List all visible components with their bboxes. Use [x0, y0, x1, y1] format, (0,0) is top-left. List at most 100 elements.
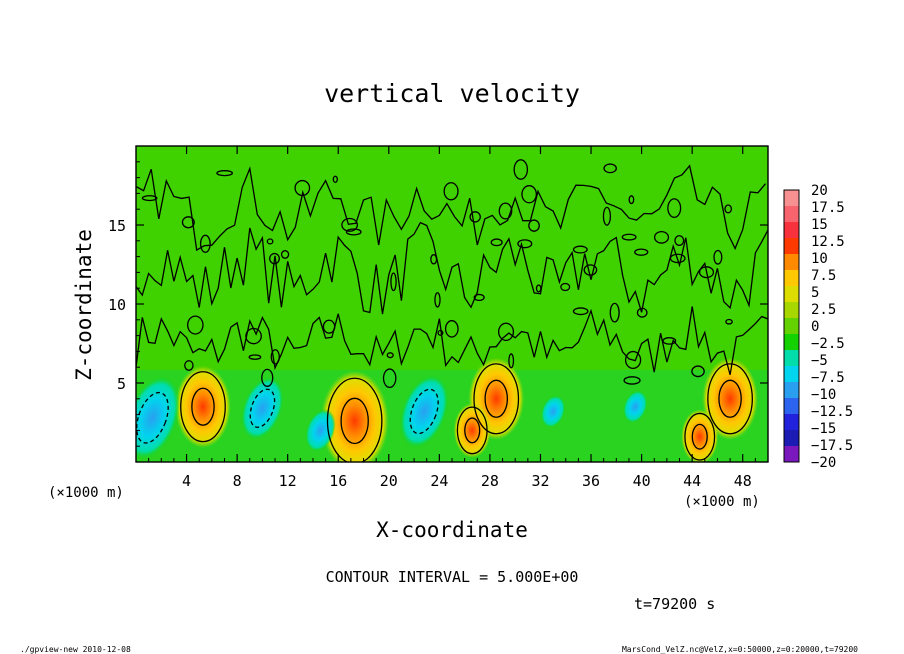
x-tick-label: 20 — [380, 472, 398, 490]
updraft-contour-inner — [464, 417, 481, 444]
contour-island — [572, 245, 588, 254]
colorbar-swatch — [784, 222, 799, 238]
contour-island — [521, 185, 537, 204]
downdraft-contour — [409, 388, 439, 435]
downdraft-cell — [399, 374, 449, 449]
colorbar-label: −2.5 — [811, 336, 845, 352]
downdraft-contour — [136, 391, 169, 444]
colorbar-label: −7.5 — [811, 370, 845, 386]
colorbar-swatch — [784, 190, 799, 206]
x-tick-label: 28 — [481, 472, 499, 490]
contour-island — [270, 349, 280, 365]
contour-island — [248, 354, 262, 360]
contour-island — [602, 206, 612, 226]
contour-island — [390, 272, 397, 292]
contour-zero-low — [136, 306, 768, 375]
updraft-contour — [684, 412, 716, 461]
x-tick-label: 32 — [531, 472, 549, 490]
contour-island — [261, 368, 274, 387]
contour-island — [341, 217, 359, 232]
contour-island — [653, 230, 670, 244]
contour-island — [294, 179, 311, 197]
contour-island — [469, 211, 481, 223]
x-axis: 4 8 12 16 20 24 28 32 36 40 44 48 — [148, 146, 756, 490]
colorbar-swatch — [784, 318, 799, 334]
colorbar-label: 5 — [811, 285, 819, 301]
colorbar-swatch — [784, 350, 799, 366]
updraft-cell — [175, 365, 231, 448]
colorbar-label: 20 — [811, 183, 828, 199]
x-tick-label: 16 — [329, 472, 347, 490]
updraft-contour-inner — [191, 387, 215, 426]
colorbar-swatch — [784, 254, 799, 270]
contour-island — [603, 163, 617, 174]
colorbar-label: 12.5 — [811, 234, 845, 250]
contour-zero-mid — [136, 221, 768, 315]
contour-island — [669, 253, 686, 264]
contour-island — [691, 365, 705, 378]
updraft-cell — [702, 357, 758, 440]
contour-island — [497, 322, 515, 342]
x-tick-label: 48 — [734, 472, 752, 490]
x-tick-label: 24 — [430, 472, 448, 490]
updraft-cell — [681, 409, 719, 462]
contour-island — [560, 282, 571, 292]
contour-island — [345, 228, 362, 236]
colorbar-label: 2.5 — [811, 302, 836, 318]
colorbar-label: 10 — [811, 251, 828, 267]
updraft-contour — [456, 406, 488, 455]
contour-island — [662, 337, 677, 345]
contour-island — [724, 204, 733, 214]
colorbar-label: −10 — [811, 387, 836, 403]
contour-island — [184, 360, 194, 371]
contour-island — [698, 266, 715, 279]
contour-island — [498, 202, 513, 220]
contour-island — [187, 315, 204, 335]
contour-island — [382, 368, 397, 389]
downdraft-cell — [540, 395, 566, 428]
footer-right: MarsCond_VelZ.nc@VelZ,x=0:50000,z=0:2000… — [622, 645, 858, 654]
contour-island — [725, 318, 733, 325]
contour-island — [266, 238, 274, 245]
updraft-contour-inner — [340, 397, 369, 445]
contour-island — [437, 329, 444, 336]
contour-island — [269, 252, 280, 265]
contour-island — [535, 284, 542, 293]
x-tick-label: 36 — [582, 472, 600, 490]
contour-island — [517, 239, 533, 249]
contour-island — [141, 195, 158, 202]
contour-island — [443, 182, 459, 201]
updraft-contour-inner — [718, 379, 742, 418]
contour-island — [609, 302, 620, 323]
y-tick-label: 5 — [117, 375, 126, 393]
updraft-contour — [473, 363, 520, 435]
contour-island — [490, 238, 503, 247]
y-tick-label: 15 — [108, 217, 126, 235]
velocity-cells — [136, 357, 758, 462]
downdraft-cell — [305, 408, 336, 452]
contour-island — [667, 198, 682, 219]
chart-title: vertical velocity — [324, 79, 580, 108]
colorbar: 2017.51512.5107.552.50−2.5−5−7.5−10−12.5… — [783, 183, 853, 471]
x-unit-left: (×1000 m) — [48, 485, 124, 501]
colorbar-label: 7.5 — [811, 268, 836, 284]
contour-interval: CONTOUR INTERVAL = 5.000E+00 — [326, 568, 579, 586]
x-tick-label: 12 — [279, 472, 297, 490]
colorbar-swatch — [784, 302, 799, 318]
contour-island — [430, 254, 438, 265]
contour-island — [473, 293, 485, 302]
colorbar-swatch — [784, 414, 799, 430]
updraft-contour-inner — [484, 379, 509, 418]
colorbar-swatch — [784, 382, 799, 398]
updraft-cell — [320, 370, 389, 462]
colorbar-swatch — [784, 366, 799, 382]
contour-island — [216, 170, 234, 177]
downdraft-cell — [623, 390, 648, 423]
updraft-contour — [707, 363, 753, 435]
contour-island — [621, 233, 637, 241]
updraft-cell — [453, 403, 491, 458]
x-tick-label: 44 — [683, 472, 701, 490]
time-label: t=79200 s — [634, 595, 715, 613]
contour-island — [572, 307, 589, 316]
